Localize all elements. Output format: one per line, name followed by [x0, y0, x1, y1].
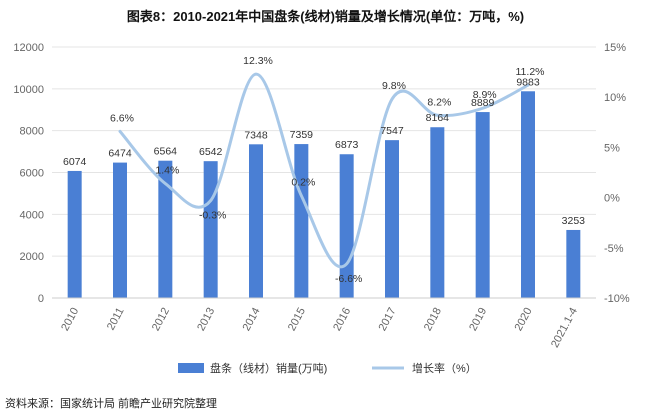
growth-value-label: 8.2% [427, 96, 451, 108]
left-axis-tick-label: 12000 [13, 42, 44, 54]
bar-value-label: 8889 [471, 97, 495, 109]
x-axis-tick-label: 2017 [377, 306, 399, 333]
gridlines [52, 46, 596, 299]
bar [521, 91, 535, 299]
growth-value-label: -6.6% [335, 273, 362, 285]
data-labels: 6074 6474 6564 6542 7348 7359 6873 7547 8164 8889… [63, 55, 585, 285]
legend-bar-label: 盘条（线材）销量(万吨) [210, 361, 327, 375]
growth-line-series [118, 72, 530, 269]
left-axis-tick-label: 2000 [20, 251, 44, 263]
legend-line-label: 增长率（%） [412, 361, 477, 375]
growth-value-label: -0.3% [199, 210, 226, 222]
growth-value-label: 12.3% [243, 55, 273, 67]
bar [67, 170, 82, 298]
x-axis-tick-label: 2018 [422, 306, 444, 333]
source-note: 资料来源：国家统计局 前瞻产业研究院整理 [5, 398, 218, 410]
bar [430, 127, 445, 299]
bar [249, 144, 263, 298]
growth-value-label: 6.6% [110, 112, 134, 124]
bar [113, 162, 127, 298]
bar-value-label: 6873 [335, 139, 359, 151]
bar [385, 140, 399, 298]
left-axis-tick-label: 0 [38, 293, 44, 305]
bar-value-label: 7359 [290, 129, 314, 141]
bar-value-label: 7348 [244, 129, 268, 141]
x-axis-tick-label: 2015 [286, 306, 308, 333]
left-axis-tick-label: 8000 [20, 126, 44, 138]
chart-title: 图表8：2010-2021年中国盘条(线材)销量及增长情况(单位：万吨，%) [126, 9, 525, 24]
growth-value-label: 1.4% [155, 165, 179, 177]
growth-value-label: 11.2% [516, 66, 545, 78]
right-axis-tick-label: 0% [604, 193, 620, 205]
right-axis-tick-label: -10% [604, 293, 630, 305]
right-axis-tick-label: -5% [604, 243, 624, 255]
x-axis-tick-label: 2016 [331, 306, 353, 333]
bar [203, 161, 218, 298]
x-axis-tick-label: 2014 [241, 306, 263, 333]
right-axis-tick-label: 15% [604, 42, 626, 54]
left-axis-tick-label: 6000 [20, 168, 44, 180]
bar [158, 160, 173, 298]
growth-value-label: 0.2% [291, 177, 315, 189]
legend-bar-swatch [178, 363, 204, 373]
left-axis-tick-label: 4000 [20, 209, 44, 221]
right-axis-tick-label: 10% [604, 92, 626, 104]
bar [339, 154, 354, 298]
x-axis-tick-label: 2010 [59, 306, 81, 333]
growth-line [118, 72, 530, 269]
bar [294, 144, 309, 298]
x-axis-tick-label: 2011 [105, 306, 127, 333]
legend: 盘条（线材）销量(万吨) 增长率（%） [178, 361, 477, 375]
bar-value-label: 6474 [108, 148, 132, 160]
bar-value-label: 8164 [426, 112, 450, 124]
bar-value-label: 9883 [516, 76, 540, 88]
bar [566, 229, 581, 298]
x-axis-tick-label: 2019 [467, 306, 489, 333]
bar [475, 112, 490, 298]
x-axis-tick-label: 2021.1-4 [549, 306, 580, 350]
bar-value-label: 6074 [63, 156, 87, 168]
left-axis-tick-label: 10000 [13, 84, 44, 96]
growth-value-label: 9.8% [382, 80, 406, 92]
bar-value-label: 6542 [199, 146, 223, 158]
bar-value-label: 6564 [154, 146, 178, 158]
right-axis-tick-label: 5% [604, 142, 620, 154]
bar-series [67, 91, 581, 299]
x-axis-tick-label: 2013 [195, 306, 217, 333]
x-axis-tick-label: 2020 [513, 306, 535, 333]
growth-value-label: 8.9% [473, 89, 497, 101]
bar-value-label: 3253 [562, 215, 586, 227]
x-axis-tick-label: 2012 [150, 306, 172, 333]
bar-value-label: 7547 [380, 125, 404, 137]
